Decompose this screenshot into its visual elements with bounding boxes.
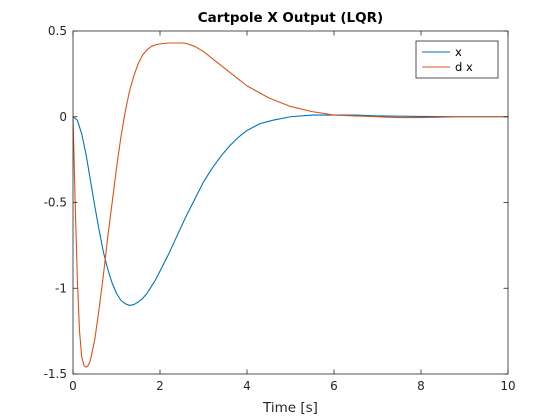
x-tick-label: 10 bbox=[500, 379, 515, 393]
series-line-2 bbox=[73, 42, 508, 368]
x-axis-label: Time [s] bbox=[262, 400, 318, 416]
chart-title: Cartpole X Output (LQR) bbox=[198, 10, 383, 26]
x-tick-label: 2 bbox=[156, 379, 164, 393]
legend-box bbox=[415, 40, 499, 79]
y-tick-label: -1.5 bbox=[44, 367, 67, 381]
y-tick-label: 0.5 bbox=[48, 24, 67, 38]
series-layer bbox=[73, 42, 508, 368]
legend: xd x bbox=[415, 40, 499, 79]
x-tick-label: 8 bbox=[417, 379, 425, 393]
y-tick-label: -1 bbox=[55, 281, 67, 295]
axes-layer: 0 2 4 6 8 10 -1.5 -1 -0.5 0 0.5 bbox=[44, 24, 516, 393]
x-tick-label: 4 bbox=[243, 379, 251, 393]
legend-label: x bbox=[455, 45, 462, 59]
y-tick-label: -0.5 bbox=[44, 196, 67, 210]
series-line-1 bbox=[73, 114, 508, 306]
x-tick-label: 6 bbox=[330, 379, 338, 393]
y-tick-label: 0 bbox=[59, 110, 67, 124]
x-tick-label: 0 bbox=[69, 379, 77, 393]
legend-label: d x bbox=[455, 60, 473, 74]
plot-area bbox=[73, 31, 508, 374]
